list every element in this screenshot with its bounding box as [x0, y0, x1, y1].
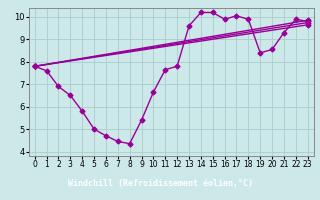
Text: Windchill (Refroidissement éolien,°C): Windchill (Refroidissement éolien,°C) — [68, 179, 252, 188]
